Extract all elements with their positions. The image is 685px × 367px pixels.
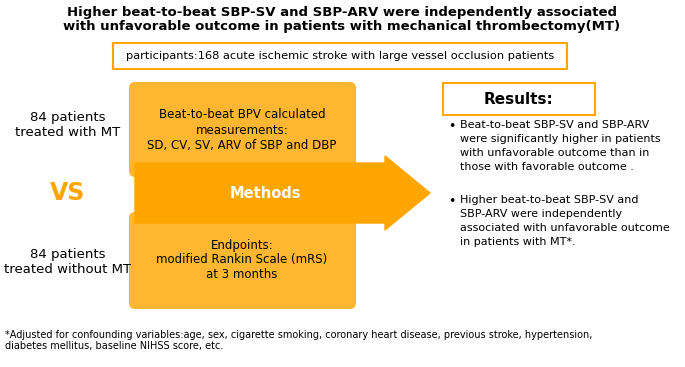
FancyBboxPatch shape (443, 83, 595, 115)
Text: Endpoints:
modified Rankin Scale (mRS)
at 3 months: Endpoints: modified Rankin Scale (mRS) a… (156, 239, 327, 281)
Text: Higher beat-to-beat SBP-SV and: Higher beat-to-beat SBP-SV and (460, 195, 638, 205)
Text: Results:: Results: (484, 91, 554, 106)
FancyBboxPatch shape (129, 82, 356, 177)
Text: Higher beat-to-beat SBP-SV and SBP-ARV were independently associated: Higher beat-to-beat SBP-SV and SBP-ARV w… (67, 6, 617, 19)
FancyArrow shape (135, 156, 430, 230)
FancyBboxPatch shape (113, 43, 567, 69)
Text: 84 patients
treated without MT: 84 patients treated without MT (4, 248, 132, 276)
Text: with unfavorable outcome in patients with mechanical thrombectomy(MT): with unfavorable outcome in patients wit… (64, 20, 621, 33)
Text: in patients with MT*.: in patients with MT*. (460, 237, 575, 247)
FancyBboxPatch shape (129, 212, 356, 309)
Text: participants:168 acute ischemic stroke with large vessel occlusion patients: participants:168 acute ischemic stroke w… (126, 51, 554, 61)
Text: those with favorable outcome .: those with favorable outcome . (460, 162, 634, 172)
Text: Beat-to-beat BPV calculated
measurements:
SD, CV, SV, ARV of SBP and DBP: Beat-to-beat BPV calculated measurements… (147, 109, 337, 152)
Text: 84 patients
treated with MT: 84 patients treated with MT (15, 111, 121, 139)
Text: •: • (448, 195, 456, 208)
Text: Methods: Methods (229, 185, 301, 200)
Text: Beat-to-beat SBP-SV and SBP-ARV: Beat-to-beat SBP-SV and SBP-ARV (460, 120, 649, 130)
Text: •: • (448, 120, 456, 133)
Text: *Adjusted for confounding variables:age, sex, cigarette smoking, coronary heart : *Adjusted for confounding variables:age,… (5, 330, 593, 340)
Text: SBP-ARV were independently: SBP-ARV were independently (460, 209, 622, 219)
Text: associated with unfavorable outcome: associated with unfavorable outcome (460, 223, 670, 233)
Text: VS: VS (50, 181, 86, 205)
Text: were significantly higher in patients: were significantly higher in patients (460, 134, 660, 144)
Text: with unfavorable outcome than in: with unfavorable outcome than in (460, 148, 649, 158)
Text: diabetes mellitus, baseline NIHSS score, etc.: diabetes mellitus, baseline NIHSS score,… (5, 341, 223, 351)
